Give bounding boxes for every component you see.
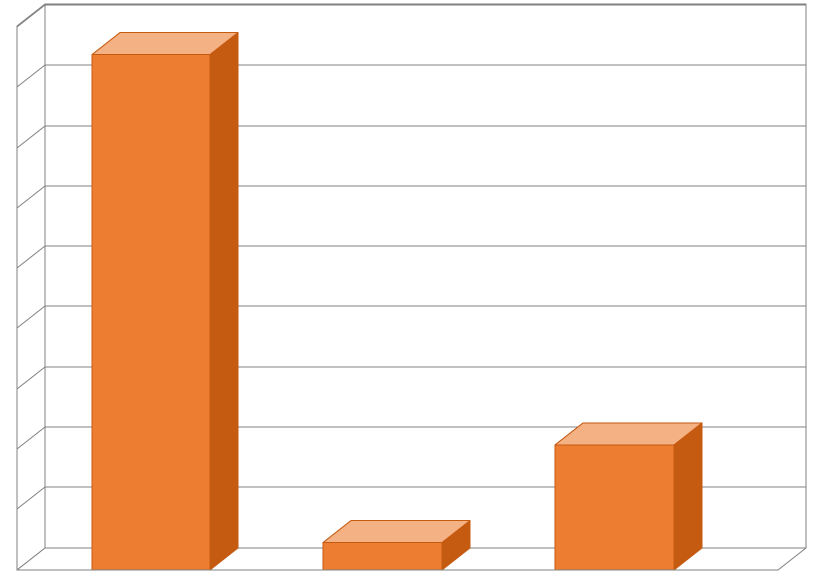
bar-chart-3d [0, 0, 813, 581]
